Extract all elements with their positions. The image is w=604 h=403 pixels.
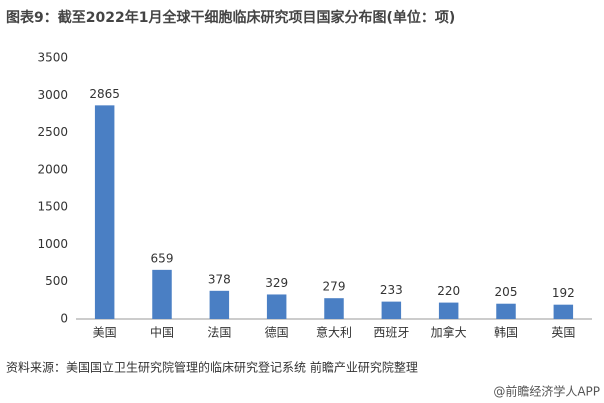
watermark: @前瞻经济学人APP (493, 384, 600, 399)
y-tick-label: 3500 (37, 51, 68, 65)
data-label: 659 (151, 251, 174, 265)
y-tick-label: 0 (60, 312, 68, 326)
data-label: 205 (495, 285, 518, 299)
bar (553, 304, 574, 319)
data-label: 329 (265, 276, 288, 290)
y-tick-label: 2500 (37, 125, 68, 139)
y-tick-label: 2000 (37, 162, 68, 176)
x-tick-label: 法国 (207, 326, 231, 340)
bar (381, 301, 402, 319)
x-tick-label: 西班牙 (373, 326, 409, 340)
x-tick-label: 意大利 (316, 325, 352, 340)
data-label: 279 (323, 280, 346, 294)
x-tick-label: 美国 (93, 326, 117, 340)
x-tick-label: 加拿大 (431, 325, 467, 340)
bar (94, 105, 115, 319)
bar (209, 290, 230, 319)
data-label: 220 (437, 284, 460, 298)
bar (266, 294, 287, 319)
x-tick-label: 德国 (265, 325, 289, 340)
data-label: 2865 (89, 87, 120, 101)
y-tick-label: 3000 (37, 88, 68, 102)
bar (324, 298, 344, 319)
data-label: 192 (552, 286, 575, 300)
x-tick-label: 韩国 (494, 325, 518, 340)
bar (496, 303, 516, 319)
y-tick-label: 1000 (37, 237, 68, 251)
y-tick-label: 500 (45, 274, 68, 288)
source-note: 资料来源：美国国立卫生研究院管理的临床研究登记系统 前瞻产业研究院整理 (6, 360, 418, 375)
bar (438, 302, 459, 319)
x-tick-label: 中国 (150, 325, 174, 340)
x-tick-label: 英国 (551, 326, 575, 340)
y-tick-label: 1500 (37, 200, 68, 214)
data-label: 233 (380, 283, 403, 297)
bar (152, 269, 172, 319)
chart-title: 图表9：截至2022年1月全球干细胞临床研究项目国家分布图(单位：项) (6, 9, 455, 26)
data-label: 378 (208, 272, 231, 286)
